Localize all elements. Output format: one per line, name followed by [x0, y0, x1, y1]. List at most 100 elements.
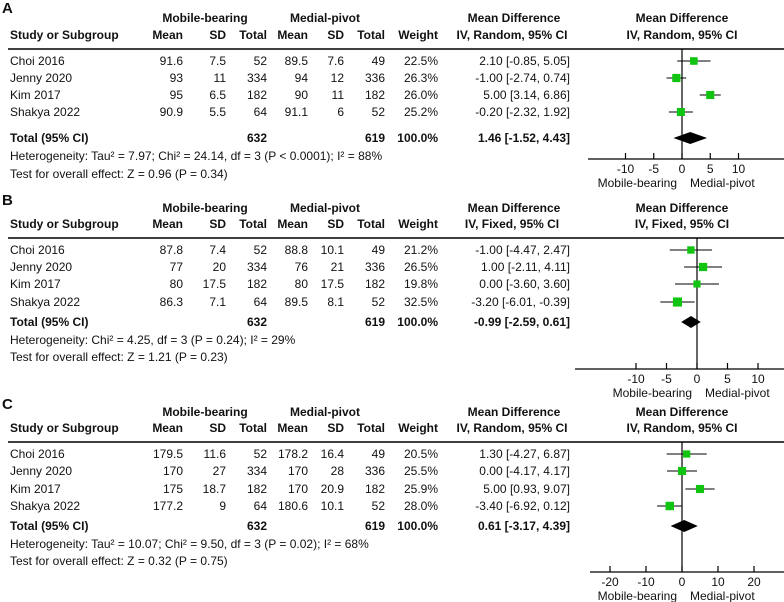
- mb-sd: 7.1: [209, 295, 226, 309]
- study-name: Kim 2017: [10, 482, 61, 496]
- column-header-method: IV, Random, 95% CI: [456, 421, 568, 435]
- column-header-mb-sd: SD: [209, 421, 226, 435]
- overall-effect-text: Test for overall effect: Z = 1.21 (P = 0…: [10, 350, 228, 364]
- ci-text: -3.20 [-6.01, -0.39]: [471, 295, 570, 309]
- x-tick-label: -10: [637, 575, 655, 589]
- group-header-medial-pivot: Medial-pivot: [289, 11, 361, 25]
- favours-right-label: Medial-pivot: [705, 386, 770, 400]
- study-marker: [677, 466, 687, 476]
- mp-total: 49: [371, 54, 385, 68]
- ci-text: 5.00 [3.14, 6.86]: [483, 88, 570, 102]
- study-name: Choi 2016: [10, 447, 65, 461]
- x-tick-label: -20: [601, 575, 619, 589]
- mb-mean: 90.9: [159, 105, 183, 119]
- mp-mean: 180.6: [277, 499, 308, 513]
- x-tick-label: -10: [616, 162, 635, 176]
- study-name: Jenny 2020: [10, 464, 73, 478]
- mp-total: 336: [364, 71, 385, 85]
- effect-header: Mean Difference: [467, 405, 561, 419]
- weight: 19.8%: [403, 277, 438, 291]
- mp-total: 52: [371, 295, 385, 309]
- ci-text: 2.10 [-0.85, 5.05]: [479, 54, 570, 68]
- plot-effect-header: Mean Difference: [635, 405, 729, 419]
- total-mp: 619: [364, 131, 385, 145]
- mp-mean: 91.1: [284, 105, 308, 119]
- ci-text: 1.00 [-2.11, 4.11]: [481, 260, 570, 274]
- weight: 25.5%: [403, 464, 438, 478]
- mb-total: 334: [246, 260, 267, 274]
- study-name: Jenny 2020: [10, 260, 73, 274]
- weight: 25.2%: [403, 105, 438, 119]
- mb-total: 334: [246, 71, 267, 85]
- favours-left-label: Mobile-bearing: [597, 176, 677, 190]
- mb-mean: 95: [169, 88, 183, 102]
- pooled-diamond: [681, 316, 701, 328]
- favours-left-label: Mobile-bearing: [612, 386, 692, 400]
- mb-mean: 91.6: [159, 54, 183, 68]
- effect-header: Mean Difference: [467, 11, 561, 25]
- mb-sd: 11.6: [203, 447, 226, 461]
- column-header-mp-total: Total: [357, 28, 385, 42]
- column-header-mb-sd: SD: [209, 217, 226, 231]
- ci-text: 1.30 [-4.27, 6.87]: [479, 447, 570, 461]
- study-name: Choi 2016: [10, 243, 65, 257]
- mp-total: 182: [364, 88, 385, 102]
- weight: 26.0%: [403, 88, 438, 102]
- study-marker: [683, 450, 691, 458]
- column-header-mp-total: Total: [357, 421, 385, 435]
- mb-sd: 6.5: [209, 88, 226, 102]
- column-header-mb-sd: SD: [209, 28, 226, 42]
- mp-mean: 89.5: [284, 54, 308, 68]
- study-name: Kim 2017: [10, 88, 61, 102]
- x-tick-label: 10: [751, 372, 765, 386]
- x-tick-label: 20: [747, 575, 761, 589]
- column-header-study: Study or Subgroup: [10, 28, 119, 42]
- ci-text: -1.00 [-2.74, 0.74]: [475, 71, 570, 85]
- mb-mean: 87.8: [159, 243, 183, 257]
- study-marker: [672, 73, 681, 83]
- mp-total: 336: [364, 464, 385, 478]
- column-header-mp-mean: Mean: [277, 217, 308, 231]
- mb-total: 52: [253, 447, 267, 461]
- mp-sd: 16.4: [320, 447, 344, 461]
- study-marker: [687, 246, 695, 254]
- plot-method-header: IV, Random, 95% CI: [626, 421, 738, 435]
- x-tick-label: 5: [724, 372, 731, 386]
- x-tick-label: 0: [693, 372, 701, 386]
- study-name: Choi 2016: [10, 54, 65, 68]
- pooled-diamond: [673, 132, 708, 144]
- mp-sd: 10.1: [320, 499, 344, 513]
- ci-text: -1.00 [-4.47, 2.47]: [475, 243, 570, 257]
- group-header-medial-pivot: Medial-pivot: [289, 201, 361, 215]
- mb-mean: 177.2: [152, 499, 183, 513]
- x-tick-label: 10: [711, 575, 725, 589]
- panel-label: A: [2, 0, 13, 17]
- plot-method-header: IV, Random, 95% CI: [626, 28, 738, 42]
- study-marker: [695, 484, 705, 494]
- mp-sd: 20.9: [320, 482, 344, 496]
- column-header-mb-mean: Mean: [152, 28, 183, 42]
- study-name: Shakya 2022: [10, 295, 81, 309]
- mp-sd: 8.1: [327, 295, 344, 309]
- ci-text: 5.00 [0.93, 9.07]: [483, 482, 570, 496]
- x-tick-label: -5: [648, 162, 660, 176]
- weight: 20.5%: [403, 447, 438, 461]
- group-header-medial-pivot: Medial-pivot: [289, 405, 361, 419]
- mp-total: 52: [371, 105, 385, 119]
- ci-text: -0.20 [-2.32, 1.92]: [475, 105, 570, 119]
- mb-sd: 17.5: [202, 277, 226, 291]
- mp-sd: 21: [330, 260, 344, 274]
- study-marker: [706, 90, 715, 100]
- column-header-mb-mean: Mean: [152, 421, 183, 435]
- mp-sd: 11: [331, 88, 344, 102]
- mp-mean: 90: [294, 88, 308, 102]
- mb-total: 64: [253, 499, 267, 513]
- plot-effect-header: Mean Difference: [635, 11, 729, 25]
- weight: 22.5%: [403, 54, 438, 68]
- mp-sd: 28: [330, 464, 344, 478]
- mb-total: 52: [253, 243, 267, 257]
- total-label: Total (95% CI): [10, 519, 89, 533]
- total-mb: 632: [246, 519, 267, 533]
- mb-mean: 170: [162, 464, 183, 478]
